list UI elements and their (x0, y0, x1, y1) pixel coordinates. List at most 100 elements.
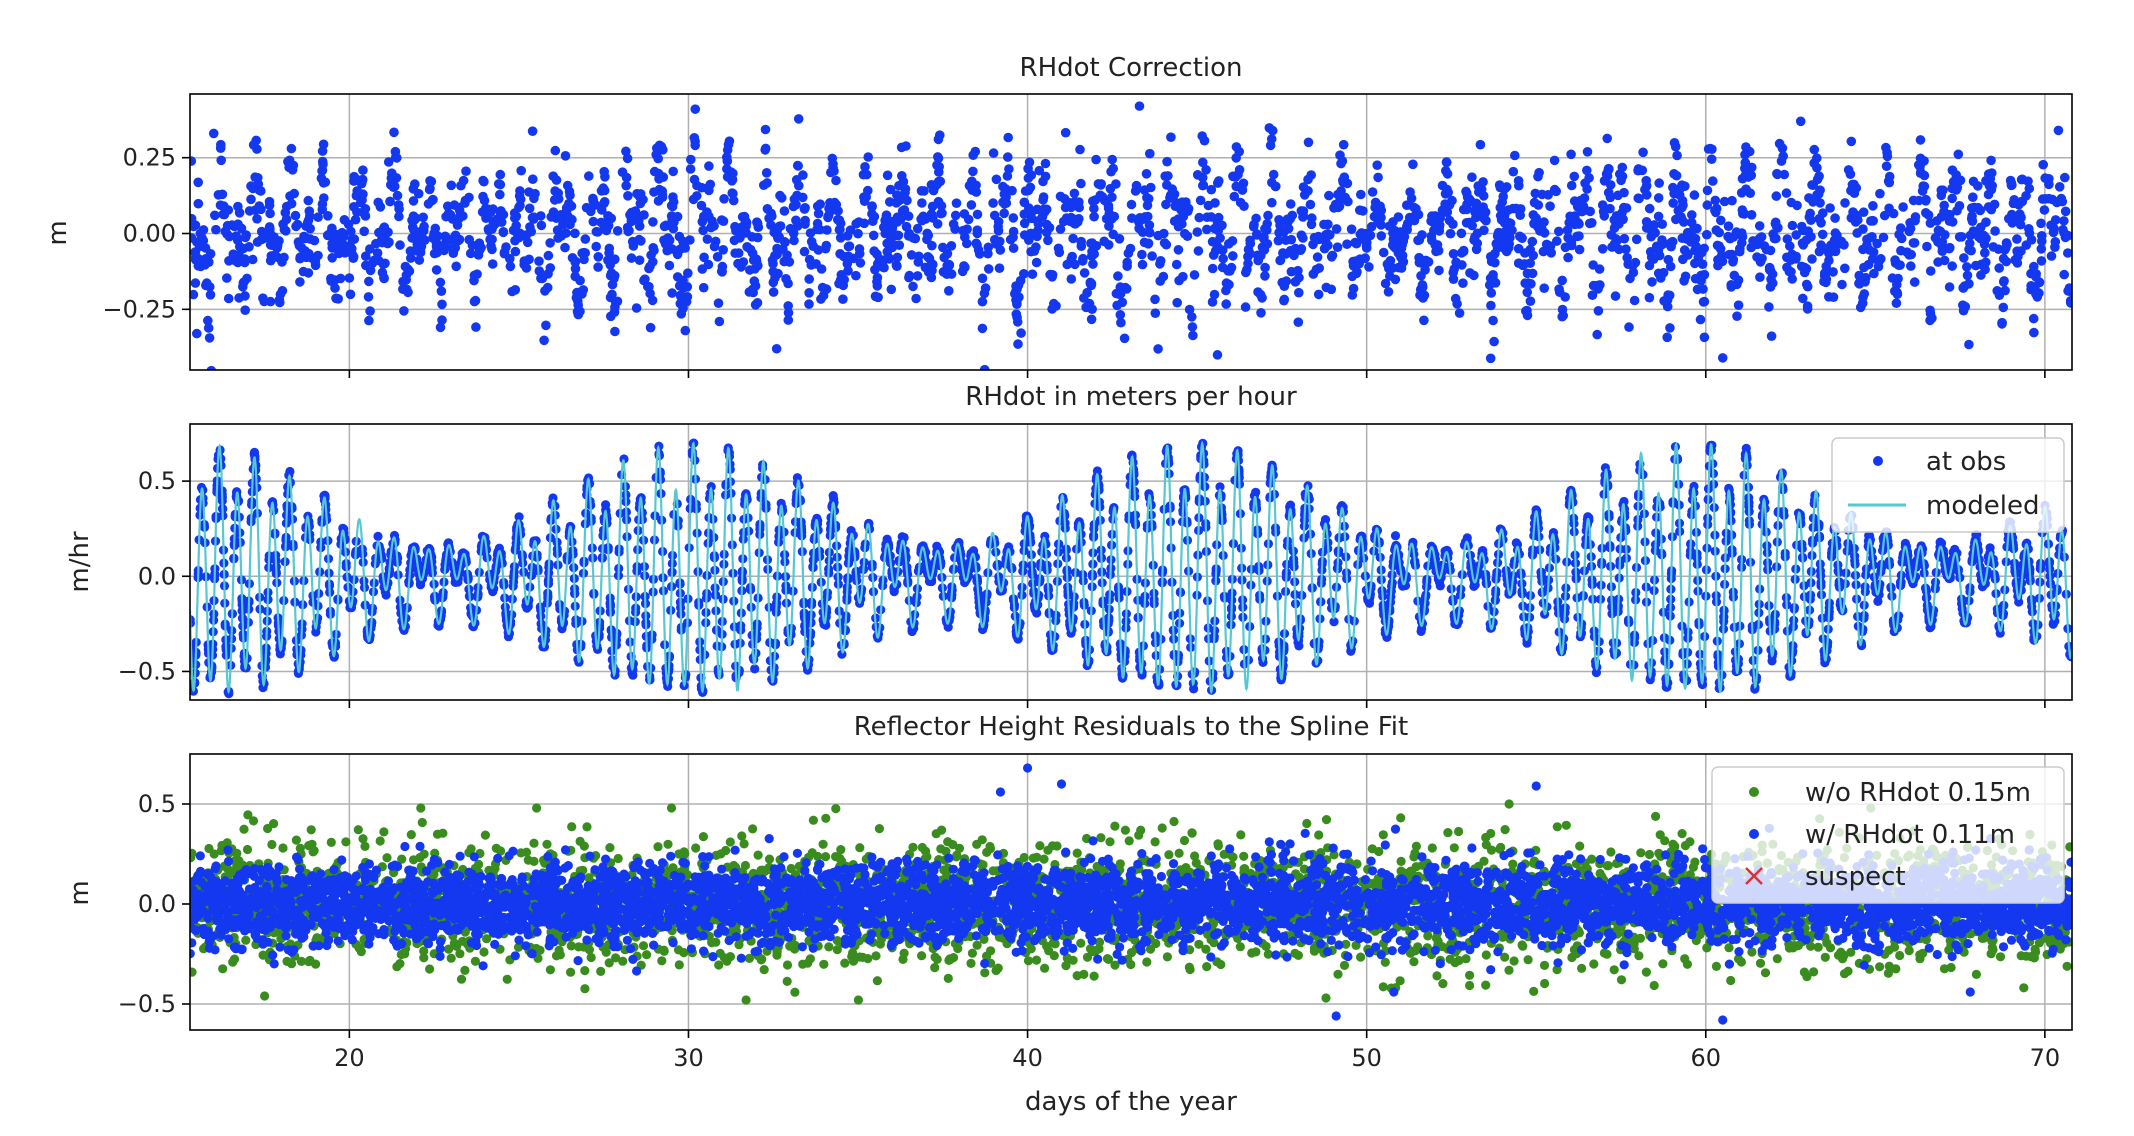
data-point (1879, 210, 1890, 221)
data-point (610, 302, 620, 312)
data-point (264, 222, 275, 232)
panel-rhdot-correction: RHdot Correction m 0.250.00−0.25 (43, 53, 2073, 378)
data-point (1003, 152, 1013, 162)
data-point (1908, 238, 1919, 248)
data-point (1180, 228, 1190, 239)
data-point (401, 270, 412, 280)
data-point (412, 246, 423, 256)
data-point (205, 282, 215, 292)
data-point (1569, 171, 1580, 182)
data-point (1294, 287, 1304, 298)
data-point (1008, 226, 1019, 237)
data-point (823, 212, 833, 223)
data-point (1141, 169, 1152, 179)
data-point (1059, 194, 1070, 204)
data-point (804, 288, 814, 298)
data-point (1566, 180, 1577, 191)
data-point (1629, 295, 1640, 306)
data-point (1432, 240, 1443, 250)
data-point (1423, 257, 1434, 267)
data-point (1441, 157, 1452, 168)
data-point (1445, 228, 1456, 239)
data-point (1354, 258, 1364, 269)
data-point (903, 231, 914, 241)
data-point (1008, 213, 1019, 223)
data-point (916, 186, 927, 196)
data-point (213, 190, 224, 200)
data-point (1905, 223, 1916, 234)
data-point (712, 251, 723, 262)
data-point (1076, 178, 1086, 189)
data-point (1980, 264, 1990, 275)
data-point (1089, 203, 1099, 214)
data-point (783, 315, 794, 325)
data-point (626, 216, 637, 227)
data-point (1338, 175, 1348, 186)
data-point (1603, 187, 1614, 198)
data-point (1669, 188, 1679, 199)
data-point (661, 220, 671, 231)
data-point (1031, 257, 1042, 268)
data-point (2037, 194, 2048, 204)
data-point (1966, 245, 1976, 256)
data-point (347, 234, 358, 245)
data-point (829, 197, 840, 208)
data-point (337, 227, 347, 238)
data-point (359, 226, 370, 237)
data-point (1653, 211, 1664, 222)
data-point (1313, 289, 1324, 300)
data-point (1918, 181, 1928, 191)
obs-point (619, 454, 629, 464)
data-point (319, 193, 329, 203)
data-point (1702, 200, 1713, 210)
data-point (203, 323, 214, 333)
data-point (344, 273, 355, 283)
data-point (1846, 136, 1857, 147)
data-point (923, 251, 933, 262)
data-point (1812, 174, 1823, 185)
data-point (1448, 274, 1459, 285)
data-point (800, 203, 810, 213)
data-point (1278, 227, 1289, 237)
data-point (1034, 165, 1045, 176)
data-point (1193, 246, 1204, 256)
panel-rhdot-mhr: RHdot in meters per hour m/hr 0.50.0−0.5… (65, 382, 2073, 708)
data-point (1116, 317, 1126, 328)
data-point (479, 195, 490, 206)
data-point (1201, 165, 1211, 175)
data-point (248, 183, 258, 194)
data-point (1869, 268, 1879, 279)
data-point (464, 192, 474, 203)
data-point (1646, 231, 1656, 242)
data-point (1260, 271, 1270, 281)
data-point (1980, 248, 1990, 258)
data-point (1964, 279, 1974, 289)
data-point (1173, 245, 1184, 255)
data-point (301, 252, 312, 263)
data-point (1442, 207, 1453, 218)
data-point (1781, 188, 1792, 198)
data-point (663, 235, 674, 245)
data-point (190, 221, 199, 232)
data-point (1829, 235, 1840, 245)
data-point (201, 253, 211, 264)
data-point (1488, 315, 1498, 326)
data-point (1787, 249, 1797, 260)
data-point (394, 204, 404, 214)
data-point (1038, 195, 1048, 205)
data-point (1323, 219, 1333, 230)
data-point (713, 298, 724, 309)
data-point (604, 243, 615, 254)
data-point (1528, 250, 1538, 261)
data-point (1442, 169, 1453, 179)
data-point (1908, 195, 1919, 206)
data-point (699, 252, 709, 263)
data-point (779, 206, 790, 216)
data-point (1641, 223, 1652, 233)
data-point (959, 209, 970, 219)
data-point (1723, 221, 1734, 231)
data-point (1115, 310, 1126, 320)
data-point (1026, 228, 1036, 239)
data-point (537, 273, 548, 284)
data-point (624, 225, 634, 236)
